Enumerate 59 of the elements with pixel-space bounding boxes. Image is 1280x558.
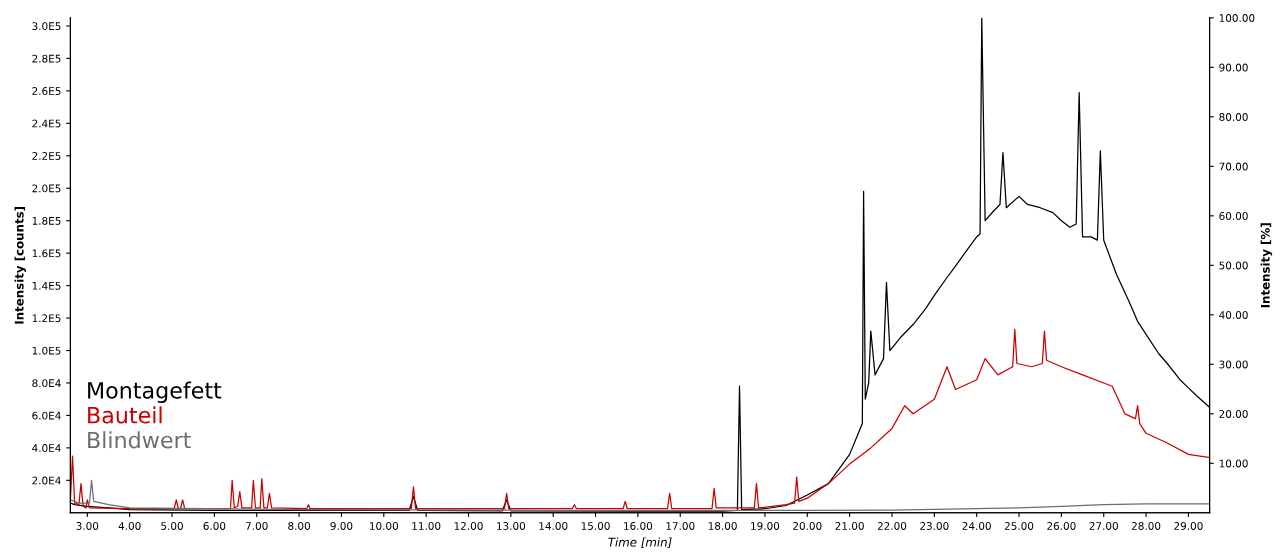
y-tick-label: 1.2E5 [32, 314, 61, 323]
y2-axis-title: Intensity [%] [1260, 223, 1273, 308]
x-tick-label: 15.00 [581, 522, 610, 530]
y2-tick-label: 10.00 [1219, 459, 1248, 468]
y-tick-label: 2.2E5 [32, 152, 61, 160]
x-tick-label: 16.00 [624, 522, 653, 530]
x-tick-label: 21.00 [835, 522, 864, 530]
x-tick-label: 14.00 [539, 522, 568, 530]
x-tick-label: 20.00 [793, 522, 822, 530]
x-tick-label: 18.00 [708, 522, 737, 530]
y-tick-label: 2.4E5 [32, 119, 61, 128]
x-tick-label: 7.00 [246, 522, 268, 530]
x-tick-label: 23.00 [920, 522, 949, 530]
x-tick-label: 19.00 [751, 522, 780, 530]
x-tick-label: 8.00 [288, 522, 310, 530]
x-tick-label: 29.00 [1174, 522, 1203, 530]
y-tick-label: 3.0E5 [32, 22, 61, 31]
y-axis-title: Intensity [counts] [14, 206, 27, 324]
y-tick-label: 2.0E4 [32, 476, 61, 485]
x-tick-label: 24.00 [962, 522, 991, 530]
x-tick-label: 25.00 [1004, 522, 1034, 530]
text: Montagefett [88, 381, 222, 404]
y2-tick-label: 40.00 [1219, 311, 1248, 319]
y2-tick-label: 80.00 [1219, 113, 1248, 121]
y-tick-label: 2.0E5 [32, 184, 61, 193]
x-tick-label: 12.00 [454, 522, 483, 530]
x-tick-label: 27.00 [1089, 522, 1118, 530]
series-label: Blindwert [88, 431, 191, 449]
x-tick-label: 13.00 [497, 522, 526, 530]
y2-tick-label: 70.00 [1219, 162, 1248, 171]
x-tick-label: 5.00 [161, 522, 183, 530]
x-tick-label: 10.00 [370, 522, 398, 530]
x-tick-label: 4.00 [118, 522, 141, 530]
series-label: Bauteil [88, 406, 162, 424]
y2-tick-label: 30.00 [1219, 360, 1248, 369]
x-tick-label: 9.00 [330, 522, 353, 530]
y-tick-label: 8.0E4 [32, 379, 61, 388]
y-tick-label: 1.8E5 [32, 216, 61, 225]
x-tick-label: 17.00 [666, 522, 695, 530]
y-tick-label: 2.6E5 [32, 87, 61, 95]
line-series [70, 328, 1210, 510]
y2-tick-label: 60.00 [1219, 212, 1248, 220]
y2-tick-label: 20.00 [1219, 410, 1248, 418]
y2-tick-label: 90.00 [1219, 63, 1248, 72]
x-tick-label: 3.00 [76, 522, 99, 530]
y2-tick-label: 50.00 [1219, 261, 1248, 270]
x-tick-label: 26.00 [1047, 522, 1076, 530]
x-tick-label: 22.00 [877, 522, 907, 530]
x-tick-label: 6.00 [203, 522, 226, 530]
x-tick-label: 28.00 [1131, 522, 1161, 530]
y-tick-label: 4.0E4 [32, 444, 61, 452]
x-axis-title: Time [min] [608, 537, 672, 548]
x-tick-label: 11.00 [412, 522, 441, 530]
y-tick-label: 6.0E4 [32, 411, 61, 420]
y-tick-label: 1.0E5 [32, 346, 61, 355]
y-tick-label: 1.6E5 [32, 249, 61, 258]
y-tick-label: 1.4E5 [32, 281, 61, 290]
y-tick-label: 2.8E5 [32, 54, 61, 63]
y2-tick-label: 100.00 [1219, 14, 1255, 22]
